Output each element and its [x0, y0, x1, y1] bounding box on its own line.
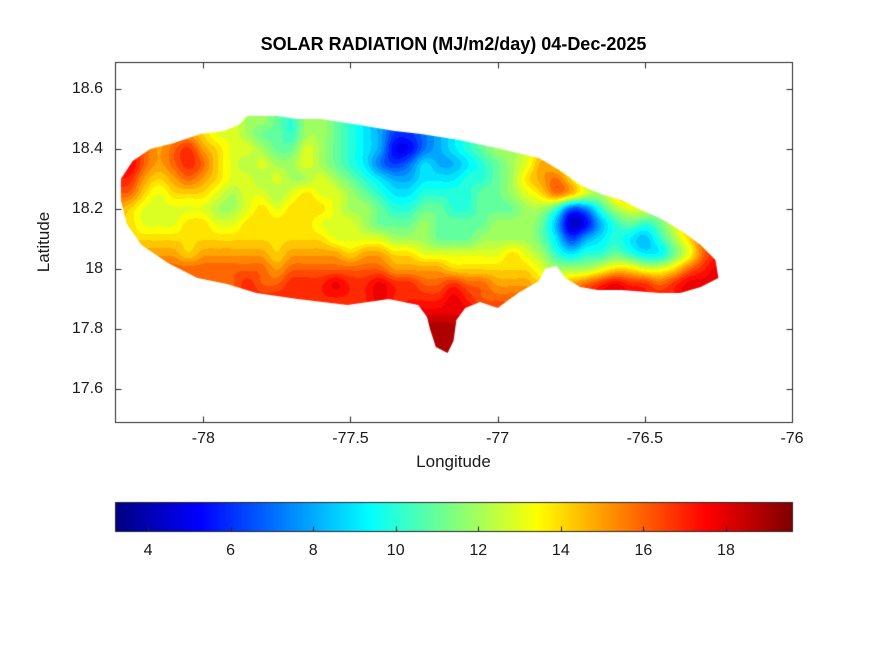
chart-title: SOLAR RADIATION (MJ/m2/day) 04-Dec-2025 — [260, 34, 647, 54]
x-tick-label: -77.5 — [332, 430, 369, 447]
y-tick-label: 17.6 — [71, 380, 103, 397]
colorbar-tick-label: 14 — [551, 542, 570, 559]
x-tick-label: -78 — [191, 430, 215, 447]
x-axis-label: Longitude — [416, 452, 491, 471]
colorbar-tick-label: 16 — [634, 542, 653, 559]
colorbar-tick-label: 8 — [308, 542, 318, 559]
y-tick-label: 18.4 — [71, 140, 103, 157]
y-tick-label: 17.8 — [71, 320, 103, 337]
y-tick-label: 18.6 — [71, 80, 103, 97]
colorbar-tick-label: 6 — [226, 542, 236, 559]
colorbar-tick-label: 18 — [717, 542, 735, 559]
y-tick-label: 18 — [85, 260, 103, 277]
colorbar-tick-label: 4 — [143, 542, 153, 559]
x-tick-label: -76 — [780, 430, 804, 447]
colorbar-tick-label: 10 — [386, 542, 405, 559]
x-tick-label: -77 — [486, 430, 510, 447]
colorbar-tick-label: 12 — [469, 542, 488, 559]
x-tick-label: -76.5 — [626, 430, 664, 447]
y-tick-label: 18.2 — [71, 200, 103, 217]
